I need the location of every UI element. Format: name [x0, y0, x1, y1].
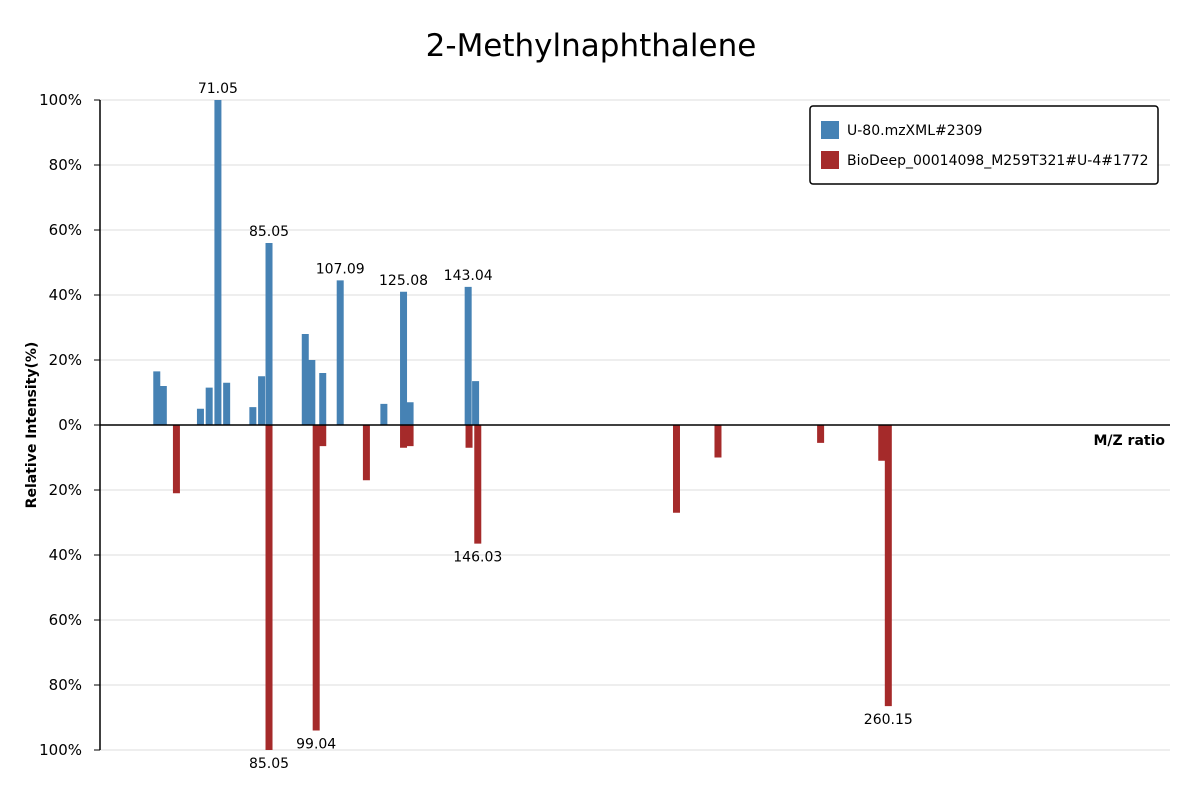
reference-bar — [878, 425, 886, 461]
query-bar — [249, 407, 257, 425]
y-tick-label: 80% — [49, 676, 82, 694]
peak-label: 125.08 — [379, 273, 428, 289]
y-tick-label: 100% — [39, 91, 82, 109]
query-bar — [223, 382, 231, 425]
reference-bar — [406, 425, 414, 447]
peak-label: 146.03 — [453, 550, 502, 566]
y-tick-label: 40% — [49, 286, 82, 304]
query-bar — [464, 286, 472, 425]
y-tick-label: 40% — [49, 546, 82, 564]
x-axis-title: M/Z ratio — [1093, 433, 1165, 449]
query-bar — [319, 373, 327, 425]
reference-bar — [884, 425, 892, 707]
y-tick-label: 80% — [49, 156, 82, 174]
reference-bar — [265, 425, 273, 750]
peak-label: 71.05 — [198, 81, 238, 97]
legend-swatch — [821, 151, 839, 169]
query-bar — [153, 371, 161, 425]
peak-label: 143.04 — [444, 268, 493, 284]
query-bar — [301, 334, 309, 425]
legend-swatch — [821, 121, 839, 139]
reference-bar — [319, 425, 327, 447]
reference-bar — [817, 425, 825, 443]
reference-bar — [672, 425, 680, 513]
query-bar — [196, 408, 204, 425]
peak-label: 85.05 — [249, 224, 289, 240]
legend-box — [809, 105, 1159, 185]
y-tick-label: 20% — [49, 481, 82, 499]
y-tick-label: 60% — [49, 221, 82, 239]
query-bar — [265, 243, 273, 425]
reference-bar — [474, 425, 482, 544]
query-bar — [159, 386, 167, 425]
legend-entry: U-80.mzXML#2309 — [847, 123, 982, 139]
query-bar — [308, 360, 316, 425]
reference-bar — [172, 425, 180, 494]
y-tick-label: 60% — [49, 611, 82, 629]
query-bar — [406, 402, 414, 425]
query-bar — [258, 376, 266, 425]
query-bar — [400, 291, 408, 425]
y-axis-title: Relative Intensity(%) — [24, 342, 40, 509]
query-bar — [380, 403, 388, 425]
y-tick-label: 0% — [58, 416, 82, 434]
reference-bar — [400, 425, 408, 448]
reference-bar — [362, 425, 370, 481]
reference-bar — [465, 425, 473, 448]
reference-bar — [312, 425, 320, 731]
query-bar — [472, 381, 480, 425]
query-bar — [205, 387, 213, 425]
peak-label: 99.04 — [296, 737, 336, 753]
peak-label: 260.15 — [864, 712, 913, 728]
peak-label: 107.09 — [316, 261, 365, 277]
y-tick-label: 20% — [49, 351, 82, 369]
peak-label: 85.05 — [249, 756, 289, 772]
legend-entry: BioDeep_00014098_M259T321#U-4#1772 — [847, 153, 1149, 169]
query-bar — [336, 280, 344, 425]
chart-title: 2-Methylnaphthalene — [425, 28, 757, 64]
query-bar — [214, 100, 222, 425]
y-tick-label: 100% — [39, 741, 82, 759]
reference-bar — [714, 425, 722, 458]
